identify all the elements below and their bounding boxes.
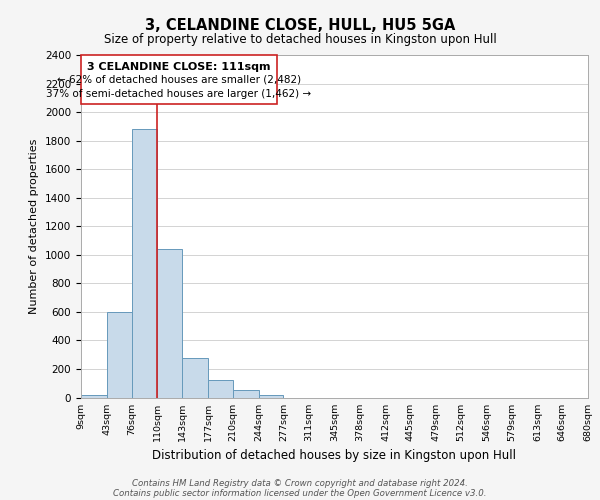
Bar [157,249,182,398]
Y-axis label: Number of detached properties: Number of detached properties [29,138,40,314]
Bar [182,358,208,398]
Bar [233,390,259,398]
Bar [259,394,283,398]
X-axis label: Distribution of detached houses by size in Kingston upon Hull: Distribution of detached houses by size … [152,449,517,462]
Text: Size of property relative to detached houses in Kingston upon Hull: Size of property relative to detached ho… [104,32,496,46]
Text: Contains HM Land Registry data © Crown copyright and database right 2024.: Contains HM Land Registry data © Crown c… [132,478,468,488]
Bar [107,312,131,398]
Text: 3, CELANDINE CLOSE, HULL, HU5 5GA: 3, CELANDINE CLOSE, HULL, HU5 5GA [145,18,455,32]
Text: 3 CELANDINE CLOSE: 111sqm: 3 CELANDINE CLOSE: 111sqm [87,62,271,72]
Bar [131,129,157,398]
Bar [81,394,107,398]
Bar [208,380,233,398]
Text: 37% of semi-detached houses are larger (1,462) →: 37% of semi-detached houses are larger (… [46,89,311,99]
FancyBboxPatch shape [81,55,277,104]
Text: ← 62% of detached houses are smaller (2,482): ← 62% of detached houses are smaller (2,… [57,75,301,85]
Text: Contains public sector information licensed under the Open Government Licence v3: Contains public sector information licen… [113,488,487,498]
